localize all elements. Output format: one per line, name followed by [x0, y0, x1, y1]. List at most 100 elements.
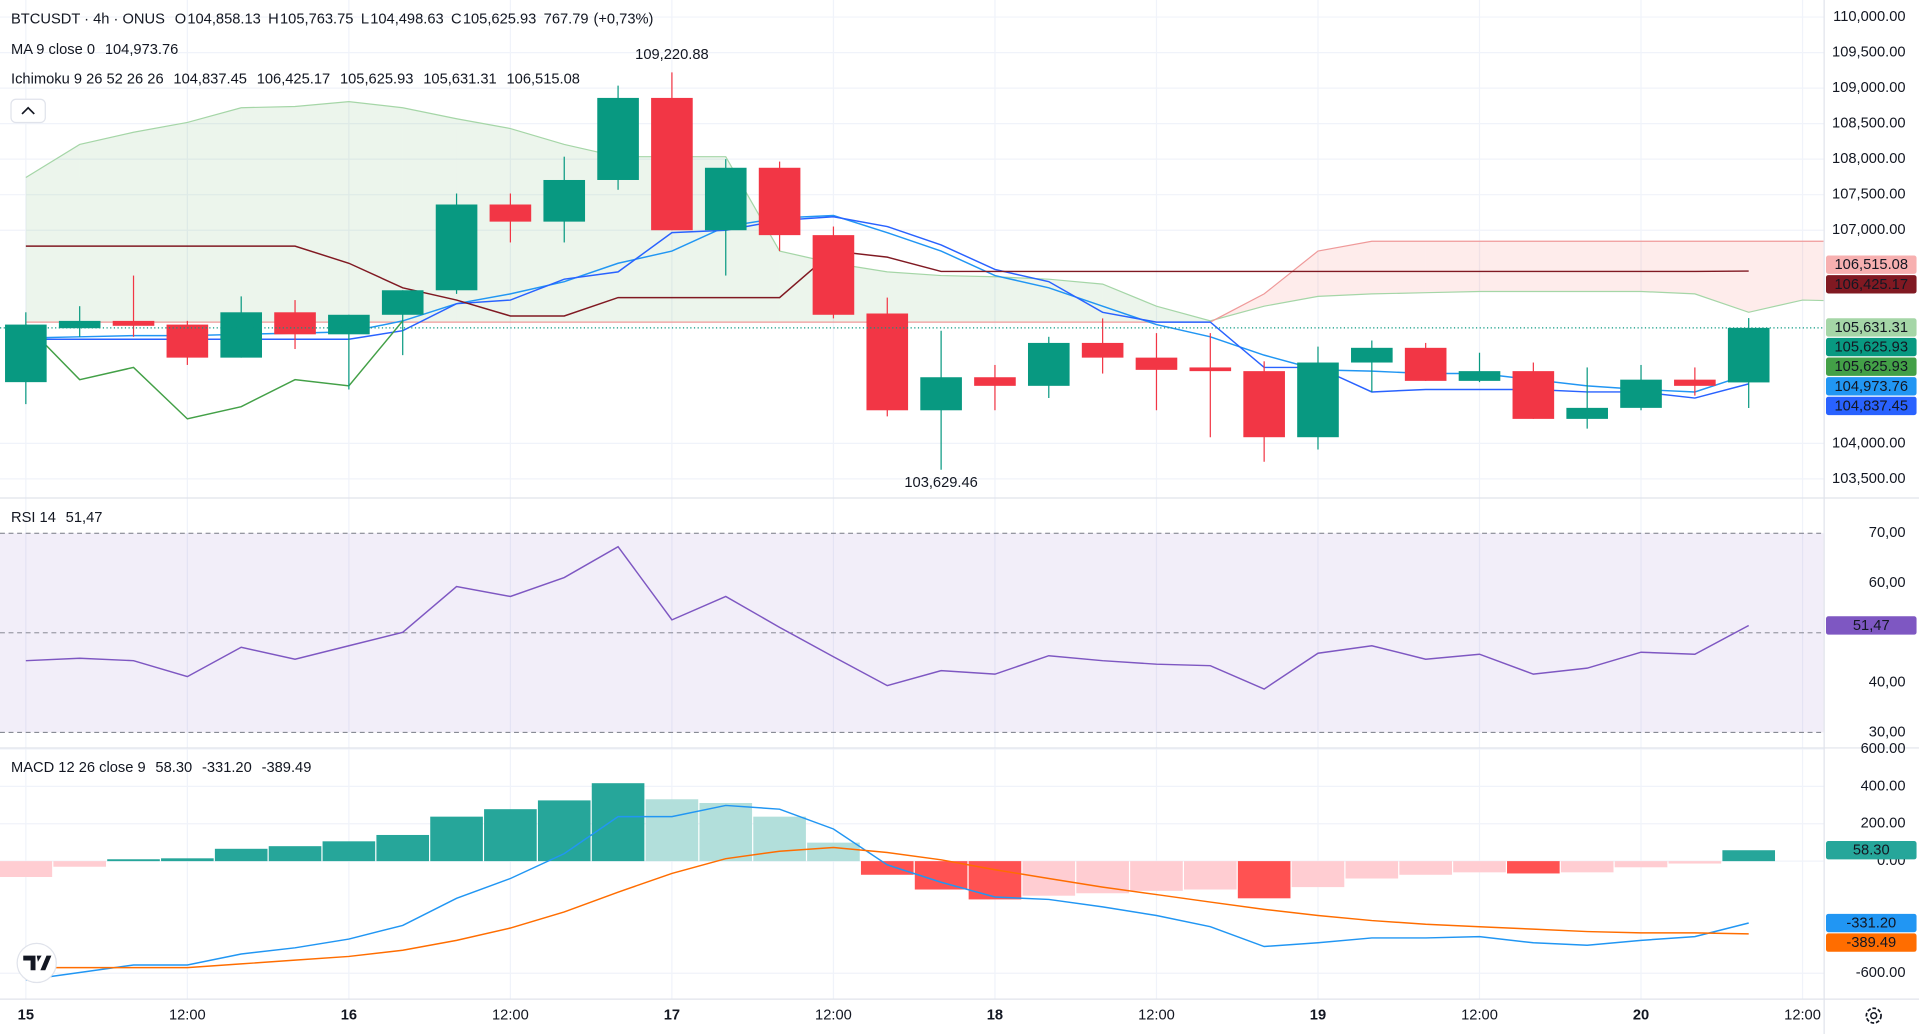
- ohlc-label: L: [361, 11, 369, 27]
- y-tick-label: 30,00: [1869, 724, 1906, 740]
- price-label: 58.30: [1853, 843, 1890, 859]
- candle-body: [1727, 327, 1770, 383]
- y-tick-label: 107,500.00: [1832, 187, 1905, 203]
- macd-histogram-bar: [53, 861, 106, 867]
- y-tick-label: 60,00: [1869, 575, 1906, 591]
- ohlc-label: C: [451, 11, 462, 27]
- indicator-value: 106,425.17: [257, 72, 330, 88]
- candle-body: [5, 324, 47, 383]
- macd-histogram-bar: [1722, 850, 1776, 862]
- macd-histogram-bar: [1399, 861, 1452, 875]
- price-label-box: [1825, 913, 1917, 933]
- price-label-box: [1825, 616, 1917, 635]
- price-label-box: [1825, 255, 1917, 274]
- ohlc-value: 105,763.75: [280, 11, 353, 27]
- price-label: -331.20: [1846, 915, 1896, 931]
- indicator-value: -331.20: [202, 760, 252, 776]
- time-tick-label: 17: [664, 1007, 680, 1023]
- y-tick-label: 200.00: [1861, 816, 1906, 832]
- candle-body: [704, 167, 747, 231]
- macd-histogram-bar: [1130, 861, 1183, 891]
- macd-histogram-bar: [807, 842, 860, 862]
- cloud-segment: [1694, 241, 1749, 313]
- cloud-segment: [1641, 241, 1695, 294]
- cloud-segment: [295, 101, 349, 323]
- time-tick-label: 12:00: [492, 1007, 529, 1023]
- gear-icon[interactable]: [1865, 1007, 1882, 1024]
- y-tick-label: 110,000.00: [1833, 9, 1905, 25]
- macd-histogram-bar: [161, 858, 214, 862]
- y-tick-label: 70,00: [1869, 525, 1906, 541]
- button-frame[interactable]: [10, 98, 46, 124]
- logo-mark: [23, 955, 52, 971]
- cloud-segment: [187, 107, 242, 323]
- change-value: 767.79: [544, 11, 589, 27]
- ohlc-label: O: [175, 11, 186, 27]
- y-tick-label: -600.00: [1856, 965, 1906, 981]
- macd-histogram-bar: [484, 809, 537, 862]
- candle-body: [1404, 347, 1447, 381]
- macd-histogram-bar: [1507, 861, 1560, 874]
- indicator-title: MA 9 close 0: [11, 42, 95, 58]
- price-pane: 109,220.88 103,629.46: [0, 16, 1824, 491]
- cloud-segment: [510, 128, 565, 323]
- price-label: -389.49: [1846, 935, 1896, 951]
- price-label-box: [1825, 357, 1917, 376]
- time-tick-label: 12:00: [1784, 1007, 1821, 1023]
- macd-histogram-bar: [591, 783, 645, 862]
- price-label: 106,515.08: [1835, 257, 1908, 273]
- candle-body: [1081, 342, 1124, 358]
- candle-body: [866, 313, 909, 411]
- time-tick-label: 12:00: [169, 1007, 206, 1023]
- macd-histogram-bar: [376, 834, 430, 862]
- macd-histogram-bar: [914, 861, 968, 890]
- macd-histogram-bar: [430, 816, 483, 862]
- candle-body: [274, 312, 316, 335]
- cloud-segment: [1264, 251, 1318, 307]
- cloud-span-a: [25, 100, 1824, 322]
- indicator-value: 58.30: [155, 760, 192, 776]
- candle-body: [489, 204, 532, 222]
- cloud-segment: [1748, 241, 1803, 313]
- macd-line: [25, 804, 1749, 981]
- cloud-segment: [1802, 241, 1824, 301]
- indicator-title: MACD 12 26 close 9: [11, 760, 146, 776]
- candle-body: [543, 179, 586, 222]
- candle-body: [112, 320, 155, 326]
- candle-body: [1297, 362, 1339, 438]
- indicator-title: RSI 14: [11, 510, 56, 526]
- indicator-line: [25, 215, 1749, 399]
- time-tick-label: 12:00: [815, 1007, 852, 1023]
- low-label: 103,629.46: [904, 475, 977, 491]
- time-grid: [25, 0, 1804, 999]
- time-tick-label: 12:00: [1138, 1007, 1175, 1023]
- candle-body: [758, 167, 801, 236]
- cloud-segment: [133, 122, 188, 323]
- chevron-icon: [21, 106, 35, 115]
- candle-body: [58, 320, 101, 329]
- candle-body: [1243, 371, 1285, 438]
- price-label: 106,425.17: [1835, 277, 1908, 293]
- price-label: 104,837.45: [1835, 398, 1908, 414]
- macd-histogram-bar: [1237, 861, 1291, 899]
- cloud-segment: [994, 276, 1049, 323]
- cloud-segment: [1371, 241, 1426, 294]
- cloud-segment: [25, 144, 80, 323]
- candle-body: [920, 377, 962, 411]
- macd-histogram-bar: [1345, 861, 1399, 879]
- collapse-button[interactable]: [10, 98, 46, 124]
- candle-body: [1135, 357, 1178, 370]
- macd-histogram-bar: [0, 861, 53, 878]
- candle-body: [1674, 379, 1716, 386]
- candle-body: [1351, 347, 1393, 363]
- settings-button[interactable]: [1865, 1007, 1882, 1024]
- cloud-segment: [1425, 241, 1480, 293]
- indicator-value: 105,631.31: [423, 72, 496, 88]
- change-percent: (+0,73%): [593, 11, 653, 27]
- candle-body: [1620, 379, 1662, 408]
- time-tick-label: 12:00: [1461, 1007, 1498, 1023]
- y-tick-label: 108,500.00: [1832, 116, 1905, 132]
- candle-body: [651, 97, 693, 231]
- time-tick-label: 16: [341, 1007, 357, 1023]
